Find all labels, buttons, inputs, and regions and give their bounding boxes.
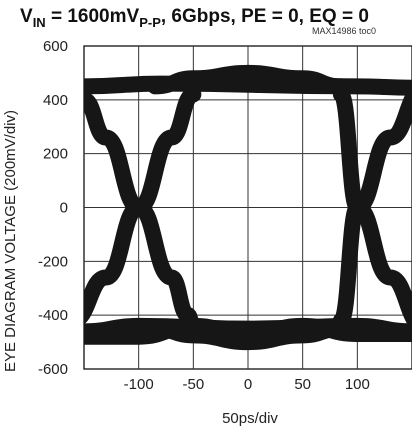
y-tick-label: 600 [43, 38, 68, 55]
eye-trace [84, 317, 412, 345]
figure-ref-code: MAX14986 toc0 [312, 26, 377, 36]
eye-trace [84, 91, 202, 334]
chart-title: VIN = 1600mVP-P, 6Gbps, PE = 0, EQ = 0 [20, 6, 369, 30]
y-tick-label: 0 [60, 200, 68, 217]
eye-trace [84, 86, 202, 325]
x-tick-label: 100 [345, 376, 370, 393]
x-tick-label: 50 [294, 376, 311, 393]
x-tick-label: 0 [244, 376, 252, 393]
eye-trace [147, 320, 349, 351]
eye-traces [84, 64, 412, 351]
eye-trace [147, 64, 349, 95]
y-tick-label: -600 [38, 361, 68, 378]
x-axis-label: 50ps/div [222, 410, 278, 427]
eye-trace [332, 86, 412, 330]
y-tick-label: 200 [43, 146, 68, 163]
x-tick-label: -50 [182, 376, 204, 393]
tick-labels: 600 400 200 0 -200 -400 -600 -100 -50 0 50 100 [38, 38, 370, 393]
y-tick-label: -200 [38, 253, 68, 270]
y-tick-label: 400 [43, 92, 68, 109]
eye-trace [332, 85, 412, 329]
y-tick-label: -400 [38, 307, 68, 324]
eye-trace [84, 75, 412, 96]
x-tick-label: -100 [124, 376, 154, 393]
